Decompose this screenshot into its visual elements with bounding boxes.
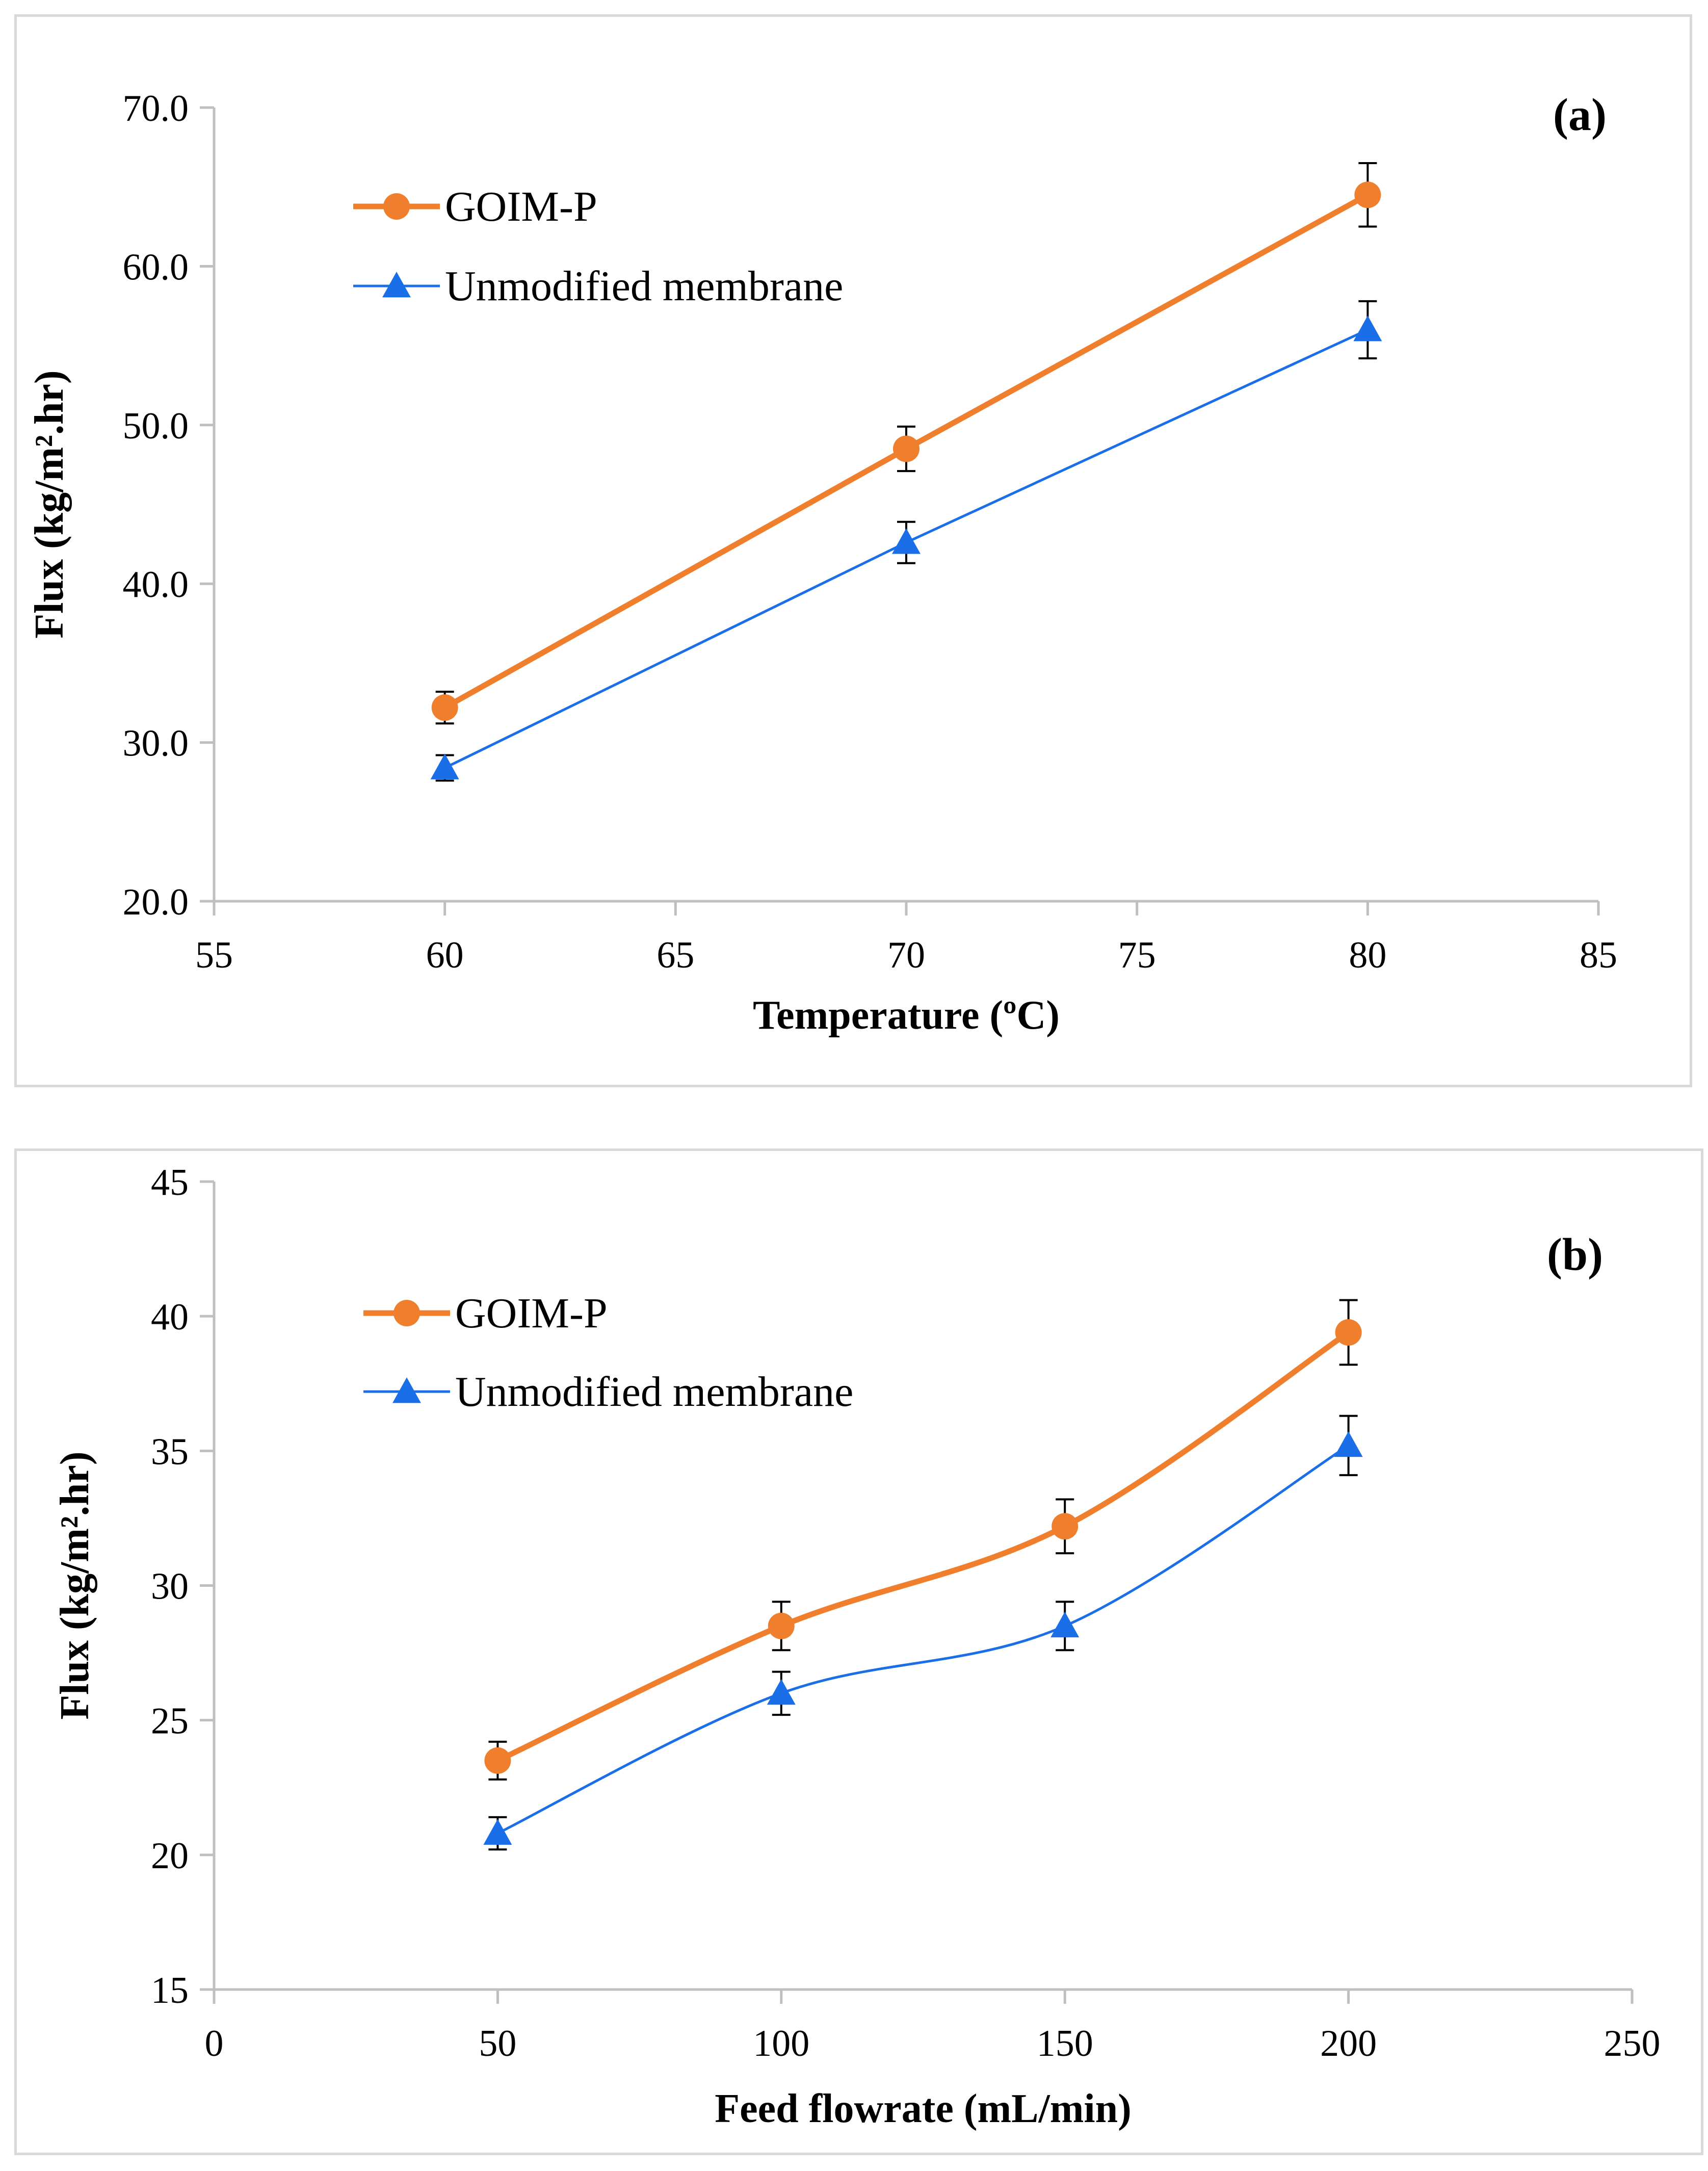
- chart-a-y-tick-label: 40.0: [123, 564, 189, 606]
- chart-b-panel-label: (b): [1547, 1230, 1603, 1280]
- chart-b-series-line: [497, 1444, 1349, 1835]
- chart-b-data-point: [484, 1747, 511, 1774]
- chart-b-x-tick-label: 250: [1604, 2023, 1661, 2064]
- chart-a-panel-label: (a): [1553, 90, 1607, 140]
- chart-a-y-tick-label: 50.0: [123, 405, 189, 447]
- chart-a-x-tick-label: 65: [656, 934, 694, 976]
- chart-b-y-tick-label: 35: [151, 1431, 189, 1473]
- chart-a-series-unmodified: [430, 300, 1382, 782]
- chart-b-x-tick-label: 100: [753, 2023, 809, 2064]
- chart-a-legend-marker: [383, 193, 410, 220]
- chart-b-series-goim-p: [484, 1299, 1362, 1781]
- chart-a-data-point: [1353, 315, 1382, 342]
- chart-b-x-axis-title: Feed flowrate (mL/min): [715, 2086, 1132, 2131]
- chart-b-data-point: [768, 1612, 795, 1639]
- chart-a-legend-label: Unmodified membrane: [445, 263, 843, 310]
- chart-a-x-tick-label: 85: [1580, 934, 1617, 976]
- chart-panel-a: 20.0 30.0 40.0 50.0 60.0 70.0 55 60 65 70 75 80 85 Te…: [14, 14, 1692, 1087]
- chart-b-svg: 15 20 25 30 35 40 45 0 50 100 150 200 250 Feed flowra…: [52, 1162, 1661, 2131]
- chart-a-y-tick-label: 30.0: [123, 723, 189, 765]
- chart-b-y-axis-title: Flux (kg/m².hr): [52, 1451, 97, 1719]
- chart-b-y-tick-label: 15: [151, 1970, 189, 2011]
- chart-b-data-point: [1334, 1431, 1363, 1457]
- chart-a-legend-item: GOIM-P: [353, 183, 597, 230]
- chart-a-svg: 20.0 30.0 40.0 50.0 60.0 70.0 55 60 65 70 75 80 85 Te…: [27, 88, 1617, 1038]
- chart-a-y-tick-label: 70.0: [123, 88, 189, 129]
- chart-a-data-point: [893, 435, 919, 462]
- chart-b-x-tick-label: 200: [1320, 2023, 1377, 2064]
- chart-a-series-goim-p: [431, 162, 1381, 725]
- chart-b-legend-marker: [392, 1377, 421, 1403]
- chart-b-series-unmodified: [483, 1415, 1363, 1851]
- chart-a-x-tick-label: 75: [1118, 934, 1156, 976]
- chart-a-y-axis-title: Flux (kg/m².hr): [27, 370, 72, 638]
- chart-b-legend-item: Unmodified membrane: [363, 1368, 853, 1416]
- chart-b-y-tick-label: 20: [151, 1835, 189, 1877]
- chart-b-data-point: [1052, 1513, 1079, 1540]
- chart-b-legend-item: GOIM-P: [363, 1290, 608, 1337]
- chart-a-data-point: [1354, 181, 1381, 208]
- chart-a-legend-item: Unmodified membrane: [353, 263, 843, 310]
- chart-b-series-line: [496, 1330, 1350, 1763]
- chart-a-y-tick-label: 20.0: [123, 881, 189, 923]
- chart-a-data-point: [431, 694, 458, 721]
- chart-a-x-axis-title: Temperature (ºC): [753, 993, 1060, 1038]
- chart-a-data-point: [430, 753, 459, 779]
- chart-a-y-tick-label: 60.0: [123, 246, 189, 288]
- chart-b-y-tick-label: 45: [151, 1162, 189, 1204]
- chart-panel-b: 15 20 25 30 35 40 45 0 50 100 150 200 250 Feed flowra…: [14, 1148, 1703, 2155]
- chart-a-legend-label: GOIM-P: [445, 183, 597, 230]
- chart-b-x-tick-label: 150: [1037, 2023, 1093, 2064]
- chart-b-data-point: [1335, 1319, 1362, 1346]
- chart-b-x-tick-label: 50: [479, 2023, 516, 2064]
- chart-b-data-point: [1050, 1611, 1080, 1638]
- chart-b-y-tick-label: 25: [151, 1701, 189, 1742]
- chart-b-data-point: [767, 1679, 796, 1705]
- chart-a-x-tick-label: 55: [195, 934, 233, 976]
- chart-a-data-point: [892, 528, 921, 554]
- chart-b-legend-label: Unmodified membrane: [455, 1368, 853, 1416]
- chart-b-y-tick-label: 30: [151, 1566, 189, 1608]
- chart-a-x-tick-label: 80: [1349, 934, 1386, 976]
- chart-b-legend-marker: [393, 1300, 420, 1326]
- chart-a-x-tick-label: 70: [887, 934, 925, 976]
- chart-a-x-tick-label: 60: [426, 934, 464, 976]
- chart-a-legend-marker: [382, 272, 411, 298]
- chart-b-y-tick-label: 40: [151, 1296, 189, 1338]
- chart-b-data-point: [483, 1819, 512, 1845]
- chart-b-x-tick-label: 0: [205, 2023, 224, 2064]
- chart-b-legend-label: GOIM-P: [455, 1290, 608, 1337]
